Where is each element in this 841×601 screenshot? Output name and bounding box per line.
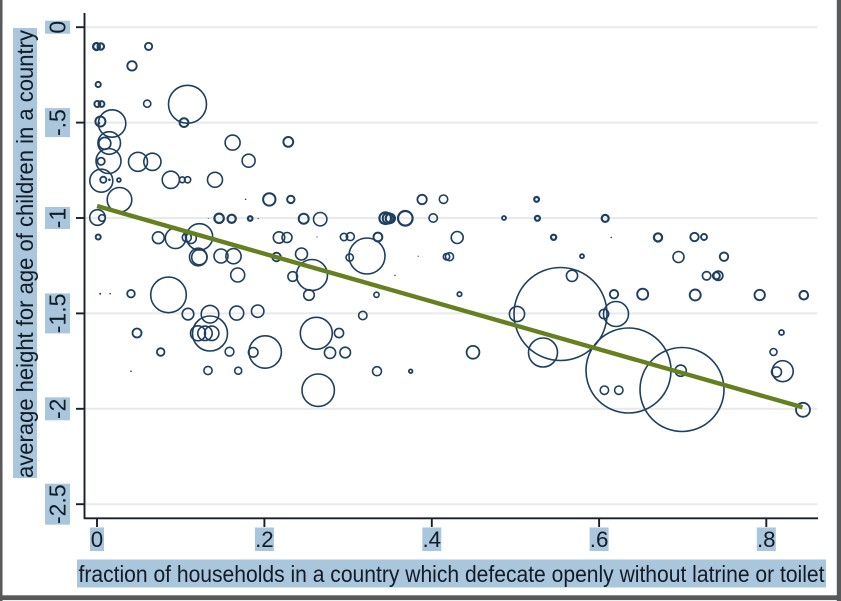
svg-text:-1: -1 bbox=[45, 208, 71, 228]
svg-text:0: 0 bbox=[91, 527, 103, 552]
svg-text:average height for age of chil: average height for age of children in a … bbox=[12, 30, 38, 478]
svg-text:-2.5: -2.5 bbox=[45, 484, 71, 524]
svg-text:.2: .2 bbox=[255, 527, 274, 552]
svg-text:-.5: -.5 bbox=[45, 109, 71, 136]
svg-text:.6: .6 bbox=[590, 527, 609, 552]
svg-text:fraction of households in a co: fraction of households in a country whic… bbox=[79, 561, 826, 587]
svg-text:.4: .4 bbox=[422, 527, 441, 552]
svg-text:0: 0 bbox=[45, 21, 71, 34]
svg-text:.8: .8 bbox=[757, 527, 776, 552]
svg-text:-1.5: -1.5 bbox=[45, 294, 71, 334]
svg-text:-2: -2 bbox=[45, 399, 71, 419]
